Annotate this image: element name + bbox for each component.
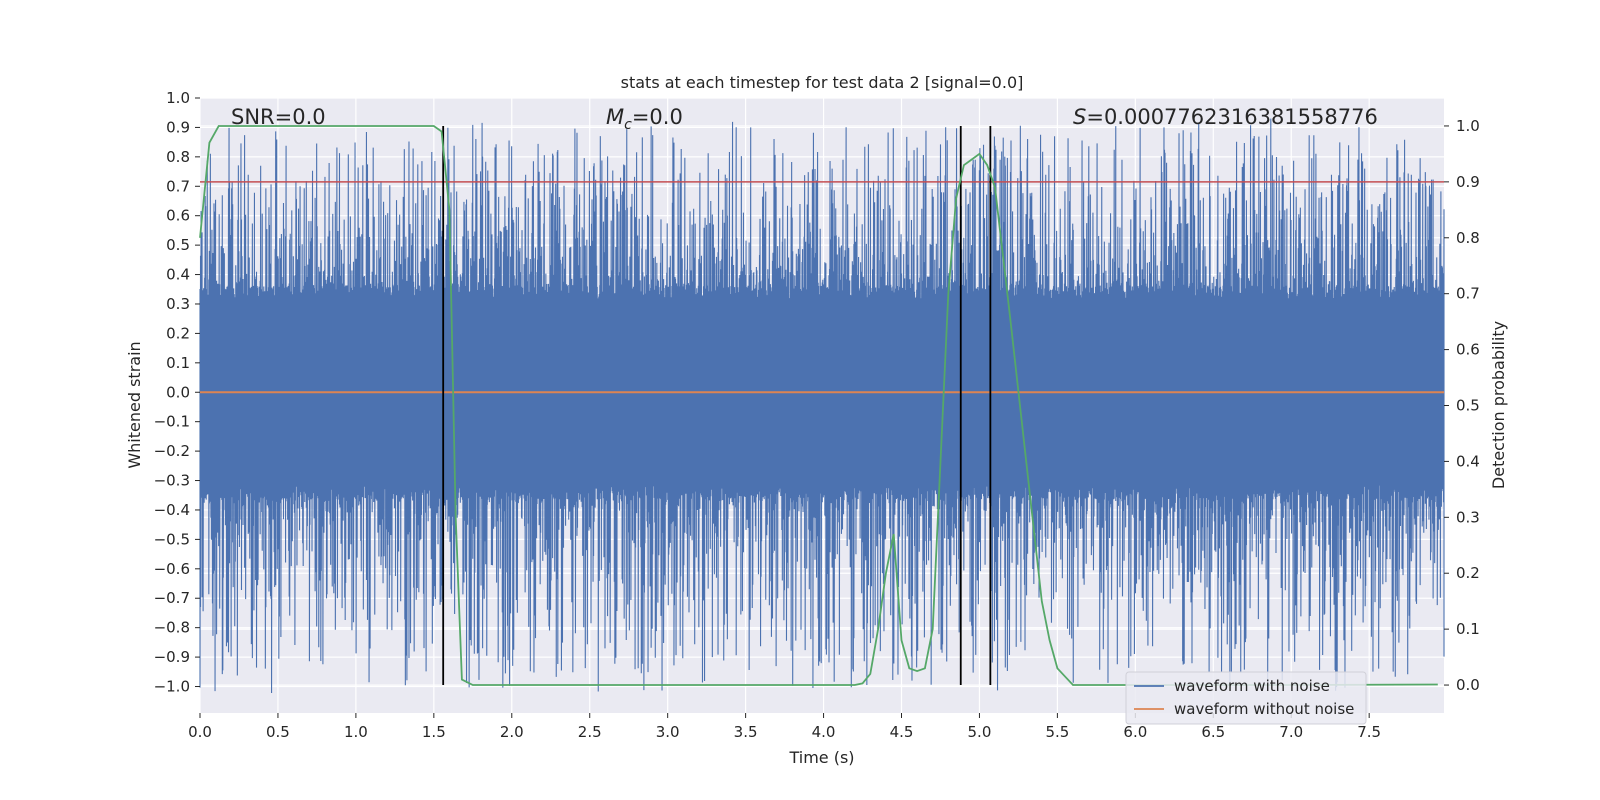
y-tick-label-20: −1.0 bbox=[154, 678, 190, 696]
y-tick-label-17: −0.7 bbox=[154, 589, 190, 607]
vertical-markers bbox=[442, 125, 992, 686]
y2-tick-label-2: 0.2 bbox=[1456, 564, 1480, 582]
y-tick-label-9: 0.1 bbox=[166, 354, 190, 372]
y2-tick-label-6: 0.6 bbox=[1456, 341, 1480, 359]
x-tick-label-4: 2.0 bbox=[500, 723, 524, 741]
series-waveform-with-noise bbox=[199, 118, 1445, 694]
y-tick-label-8: 0.2 bbox=[166, 324, 190, 342]
x-tick-label-14: 7.0 bbox=[1279, 723, 1303, 741]
x-tick-label-11: 5.5 bbox=[1045, 723, 1069, 741]
annotation-snr: SNR=0.0 bbox=[231, 105, 326, 129]
x-tick-label-3: 1.5 bbox=[422, 723, 446, 741]
y-axis-ticks: 1.0 0.9 0.8 0.7 0.6 0.5 0.4 0.3 0.2 0.1 0.0 −0.1 −0.… bbox=[154, 89, 200, 696]
annotation-s: S=0.0007762316381558776 bbox=[1073, 105, 1378, 129]
y-tick-label-12: −0.2 bbox=[154, 442, 190, 460]
y-tick-label-10: 0.0 bbox=[166, 383, 190, 401]
x-tick-label-13: 6.5 bbox=[1201, 723, 1225, 741]
legend-label-clean: waveform without noise bbox=[1174, 700, 1354, 718]
y2-tick-label-8: 0.8 bbox=[1456, 229, 1480, 247]
x-axis-ticks: 0.0 0.5 1.0 1.5 2.0 2.5 3.0 3.5 4.0 4.5 5.0 5.5 6.0 6… bbox=[188, 713, 1381, 741]
y-tick-label-1: 0.9 bbox=[166, 118, 190, 136]
y2-tick-label-7: 0.7 bbox=[1456, 285, 1480, 303]
y-tick-label-5: 0.5 bbox=[166, 236, 190, 254]
x-axis-label: Time (s) bbox=[788, 748, 854, 767]
y-tick-label-19: −0.9 bbox=[154, 648, 190, 666]
y-tick-label-16: −0.6 bbox=[154, 560, 190, 578]
annotation-mc-sub: c bbox=[624, 117, 632, 133]
x-tick-label-5: 2.5 bbox=[578, 723, 602, 741]
y2-tick-label-9: 0.9 bbox=[1456, 173, 1480, 191]
annotation-s-symbol: S bbox=[1073, 105, 1086, 129]
y-tick-label-2: 0.8 bbox=[166, 148, 190, 166]
y-tick-label-0: 1.0 bbox=[166, 89, 190, 107]
y-tick-label-11: −0.1 bbox=[154, 413, 190, 431]
x-tick-label-12: 6.0 bbox=[1123, 723, 1147, 741]
x-tick-label-2: 1.0 bbox=[344, 723, 368, 741]
x-tick-label-10: 5.0 bbox=[968, 723, 992, 741]
y-tick-label-13: −0.3 bbox=[154, 472, 190, 490]
y2-tick-label-0: 0.0 bbox=[1456, 676, 1480, 694]
legend-label-noisy: waveform with noise bbox=[1174, 677, 1330, 695]
y2-axis-ticks: 0.0 0.1 0.2 0.3 0.4 0.5 0.6 0.7 0.8 0.9 1.0 bbox=[1444, 117, 1480, 694]
x-tick-label-0: 0.0 bbox=[188, 723, 212, 741]
y2-tick-label-4: 0.4 bbox=[1456, 452, 1480, 470]
annotation-mc-value: =0.0 bbox=[632, 105, 683, 129]
y-tick-label-7: 0.3 bbox=[166, 295, 190, 313]
y-tick-label-14: −0.4 bbox=[154, 501, 190, 519]
y-tick-label-6: 0.4 bbox=[166, 266, 190, 284]
y-tick-label-18: −0.8 bbox=[154, 619, 190, 637]
x-tick-label-1: 0.5 bbox=[266, 723, 290, 741]
x-tick-label-7: 3.5 bbox=[734, 723, 758, 741]
annotation-mc: Mc=0.0 bbox=[606, 105, 683, 133]
y-axis-label: Whitened strain bbox=[125, 341, 144, 468]
y2-tick-label-10: 1.0 bbox=[1456, 117, 1480, 135]
noisy-waveform-path bbox=[199, 118, 1445, 694]
legend-box bbox=[1125, 671, 1367, 725]
x-tick-label-8: 4.0 bbox=[812, 723, 836, 741]
y-tick-label-15: −0.5 bbox=[154, 530, 190, 548]
y2-tick-label-1: 0.1 bbox=[1456, 620, 1480, 638]
detection-probability-line bbox=[199, 125, 1438, 686]
x-tick-label-15: 7.5 bbox=[1357, 723, 1381, 741]
y2-tick-label-3: 0.3 bbox=[1456, 508, 1480, 526]
x-tick-label-9: 4.5 bbox=[890, 723, 914, 741]
y2-tick-label-5: 0.5 bbox=[1456, 397, 1480, 415]
legend: waveform with noise waveform without noi… bbox=[1125, 671, 1367, 725]
annotation-s-value: =0.0007762316381558776 bbox=[1086, 105, 1378, 129]
y2-axis-label: Detection probability bbox=[1489, 321, 1508, 489]
y-tick-label-3: 0.7 bbox=[166, 177, 190, 195]
x-tick-label-6: 3.0 bbox=[656, 723, 680, 741]
chart-title: stats at each timestep for test data 2 [… bbox=[621, 73, 1024, 92]
annotation-mc-symbol: M bbox=[606, 105, 624, 129]
y-tick-label-4: 0.6 bbox=[166, 207, 190, 225]
